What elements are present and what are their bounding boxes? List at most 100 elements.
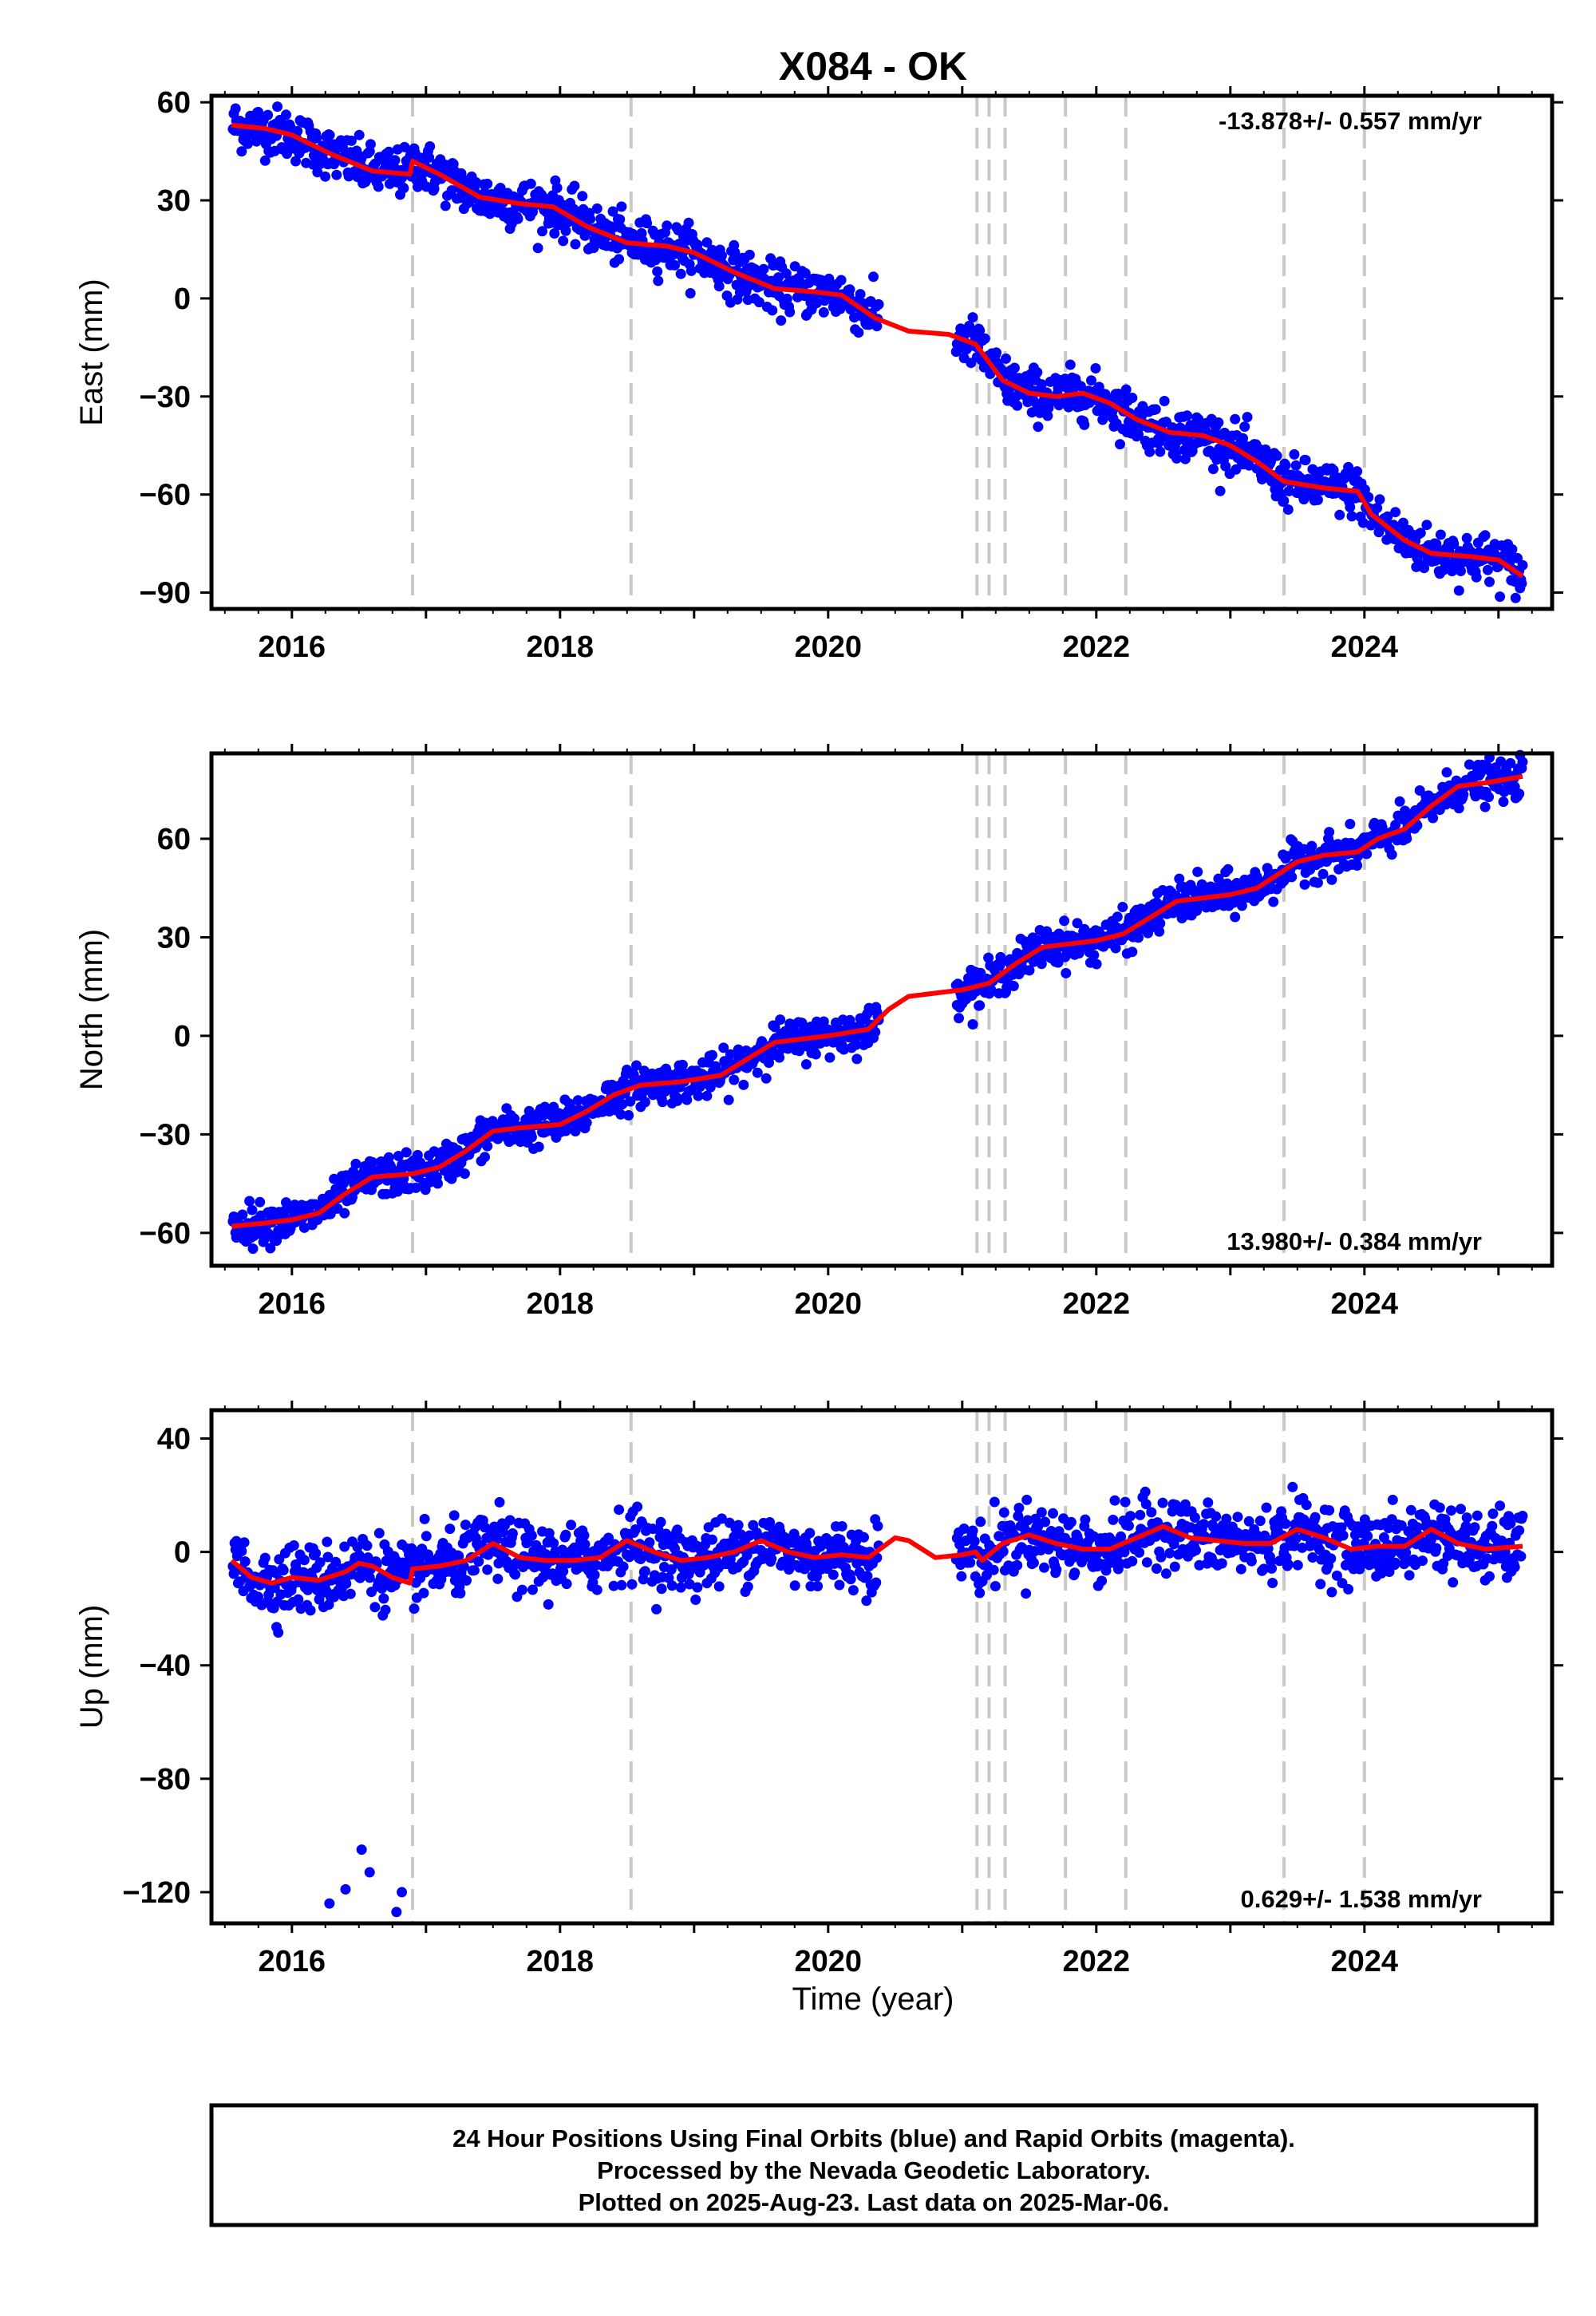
data-point [752,1067,763,1078]
footer-line-2: Processed by the Nevada Geodetic Laborat… [597,2156,1151,2184]
data-point [1396,1520,1407,1531]
data-point [558,1566,569,1577]
data-point [1469,1522,1480,1533]
data-point [1036,379,1047,390]
data-point [1230,413,1241,425]
data-point [607,206,618,217]
data-point [1213,417,1224,428]
data-point [1065,359,1076,370]
data-point [354,129,365,140]
data-point [560,1529,571,1540]
data-point [453,1551,464,1562]
data-point [272,101,283,113]
x-tick-label: 2018 [527,1945,595,1978]
data-point [1387,1494,1398,1505]
data-point [1125,1511,1136,1522]
data-point [1510,592,1521,603]
data-point [1456,566,1466,576]
data-point [707,1534,717,1545]
data-point [675,1582,686,1593]
data-point [1310,1512,1321,1523]
rate-annotation: 0.629+/- 1.538 mm/yr [1241,1885,1482,1913]
data-point [834,1579,845,1591]
x-tick-label: 2016 [259,1945,326,1978]
data-point [1280,1518,1291,1529]
data-point [236,1546,247,1557]
data-point [1159,396,1170,406]
data-point [847,1585,859,1596]
data-point [603,1532,614,1543]
outlier-point [364,1867,375,1878]
y-tick-label: 0 [174,283,191,316]
data-point [298,1555,310,1566]
data-point [1069,1567,1080,1579]
y-tick-label: −120 [122,1876,191,1910]
data-point [1246,1555,1257,1567]
outlier-point [324,1898,335,1909]
data-point [273,1627,284,1638]
y-tick-label: 0 [174,1536,191,1570]
data-point [1065,1516,1077,1528]
data-point [1479,530,1491,541]
data-point [504,1515,516,1526]
data-point [871,1577,882,1588]
data-point [1401,833,1412,844]
data-point [666,1580,678,1591]
data-point [616,201,627,212]
data-point [1484,576,1495,587]
up-panel: 2016 2018 2020 2022 2024 40 0 −40 −80 −120 Up (mm)… [74,1401,1563,1978]
data-point [1514,1525,1525,1536]
footer-box: 24 Hour Positions Using Final Orbits (bl… [209,2103,1539,2227]
data-point [1461,532,1472,543]
data-point [851,1053,863,1065]
data-point [331,169,342,180]
data-point [1157,1497,1168,1508]
data-point [569,180,580,192]
data-point [482,1564,493,1575]
data-point [378,1593,389,1604]
data-point [652,266,663,277]
data-point [1517,1511,1528,1521]
model-line [231,122,1524,579]
data-point [1498,796,1509,808]
data-point [623,1110,634,1120]
data-point [482,178,493,189]
data-point [526,1132,537,1143]
data-point [373,1528,385,1539]
data-point [1382,511,1393,522]
data-point [666,1564,677,1575]
data-point [1127,1555,1138,1567]
data-point [1189,1512,1200,1523]
model-line [230,1524,1523,1586]
data-point [615,1109,626,1120]
data-point [1345,819,1356,829]
data-point [1127,393,1138,403]
data-point [861,1595,872,1607]
y-tick-label: −60 [140,479,191,512]
x-tick-label: 2018 [527,1287,595,1321]
data-point [1300,455,1311,465]
data-point [729,1074,740,1085]
data-point [1404,1570,1415,1581]
data-point [844,284,855,295]
data-point [625,1096,636,1107]
data-point [456,188,468,200]
plot-frame [209,751,1555,1268]
data-point [419,1513,430,1524]
y-axis-label: East (mm) [74,279,109,425]
y-tick-label: −30 [140,381,191,414]
data-point [738,1079,749,1090]
data-point [1108,1514,1119,1525]
data-point [774,1052,785,1063]
data-point [614,1504,625,1516]
data-point [1261,1502,1272,1513]
data-point [868,271,879,283]
data-point [952,978,963,990]
data-point [490,1525,501,1536]
data-point [1376,1567,1387,1579]
x-tick-label: 2018 [527,630,595,664]
data-point [1517,559,1528,571]
data-point [1343,461,1354,472]
data-point [1024,965,1035,976]
data-point [237,1209,248,1220]
